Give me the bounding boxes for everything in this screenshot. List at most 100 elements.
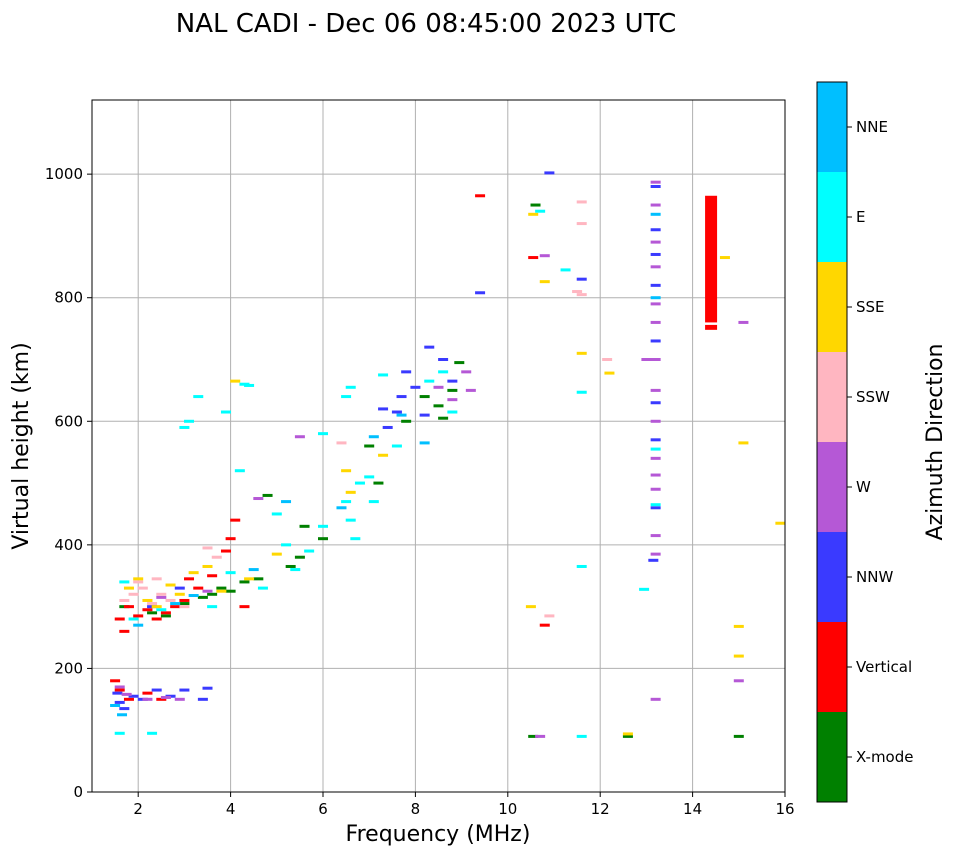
data-point [253,577,264,581]
data-point [147,602,158,606]
colorbar-segment-nnw [817,532,847,622]
data-point [170,602,181,606]
data-point [345,490,356,494]
data-point [576,351,587,355]
data-point [604,371,615,375]
data-point [156,697,167,701]
data-point [576,293,587,297]
data-point [114,688,125,692]
colorbar: X-mode Vertical NNW W SSW SSE E NNE [816,81,913,803]
data-point [438,416,449,420]
colorbar-segment-x-mode [817,712,847,802]
data-point [119,598,130,602]
data-point [147,611,158,615]
data-point [650,438,661,442]
data-point [650,506,661,510]
data-point [419,441,430,445]
data-point [341,395,352,399]
y-tick-label: 600 [54,412,83,430]
plot-frame [91,99,786,793]
data-point [447,379,458,383]
data-point [535,734,546,738]
data-point [225,589,236,593]
data-point [290,568,301,572]
data-point [650,320,661,324]
data-point [576,390,587,394]
data-point [650,203,661,207]
data-band [705,324,718,330]
colorbar-segment-w [817,442,847,532]
data-point [447,398,458,402]
data-point [424,345,435,349]
data-band [705,195,718,323]
data-point [650,697,661,701]
colorbar-segment-sse [817,262,847,352]
data-point [110,704,121,707]
data-point [119,580,130,584]
series-vertical [110,194,550,701]
data-point [239,605,250,609]
x-tick-label: 8 [411,800,421,818]
data-point [424,379,435,383]
data-point [304,549,315,553]
data-point [179,605,190,609]
data-point [401,419,412,423]
data-point [188,571,199,575]
data-point [114,617,125,621]
data-point [576,734,587,738]
data-point [160,614,171,618]
data-point [733,654,744,658]
data-point [257,586,268,590]
data-point [528,256,539,260]
data-point [535,209,546,213]
data-point [530,203,541,207]
data-point [202,546,213,550]
data-point [123,605,134,609]
data-point [202,564,213,568]
series-ssw [119,200,613,618]
data-point [216,589,227,593]
data-point [650,283,661,287]
colorbar-frame [816,81,848,803]
data-point [197,595,208,599]
series-sse [123,212,786,736]
data-point [650,552,661,556]
data-point [378,453,389,457]
data-point [602,358,613,361]
data-point [650,240,661,244]
data-point [345,385,356,389]
data-point [151,605,162,609]
colorbar-label: SSE [856,298,885,316]
data-point [239,580,250,584]
data-point [207,592,218,596]
data-point [539,280,550,284]
data-point [248,568,259,572]
colorbar-segment-vertical [817,622,847,712]
data-point [123,697,134,701]
colorbar-label: SSW [856,388,890,406]
x-tick-label: 4 [226,800,236,818]
data-point [345,518,356,522]
data-point [650,228,661,232]
data-point [364,444,375,448]
y-tick-label: 200 [54,659,83,677]
data-point [142,608,153,612]
data-point [733,679,744,683]
data-point [373,481,384,485]
data-point [179,598,190,602]
data-point [225,537,236,541]
data-point [128,592,139,596]
data-point [294,555,305,559]
data-point [354,481,365,485]
data-point [253,497,264,501]
data-point [117,713,128,717]
data-point [225,571,236,575]
data-point [396,413,407,417]
data-point [151,617,162,621]
data-point [576,200,587,204]
data-point [650,419,661,423]
data-point [775,521,786,525]
data-point [239,382,250,386]
colorbar-label: NNW [856,568,893,586]
data-point [119,707,130,711]
